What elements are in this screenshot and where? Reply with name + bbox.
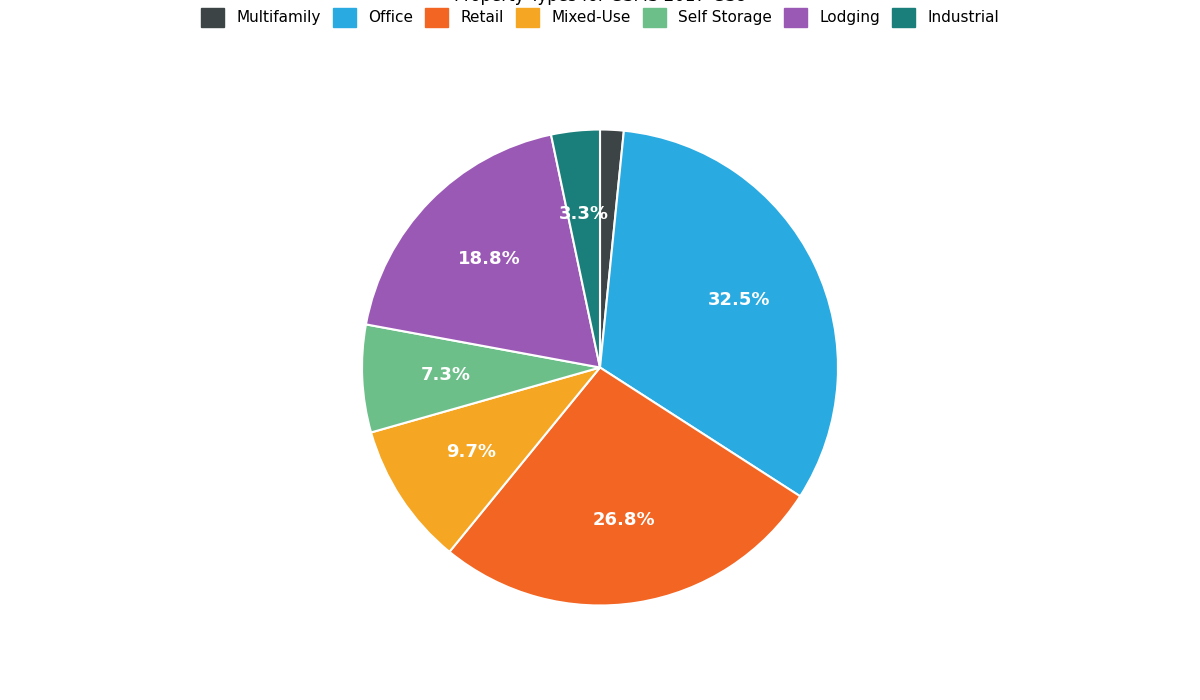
Legend: Multifamily, Office, Retail, Mixed-Use, Self Storage, Lodging, Industrial: Multifamily, Office, Retail, Mixed-Use, … (193, 0, 1007, 34)
Text: 18.8%: 18.8% (458, 251, 521, 269)
Wedge shape (362, 324, 600, 433)
Text: 32.5%: 32.5% (708, 291, 770, 309)
Text: 26.8%: 26.8% (593, 511, 655, 529)
Text: 9.7%: 9.7% (445, 443, 496, 461)
Title: Property Types for GSMS 2017-GS8: Property Types for GSMS 2017-GS8 (454, 0, 746, 5)
Text: 7.3%: 7.3% (420, 366, 470, 384)
Wedge shape (600, 130, 624, 368)
Wedge shape (450, 368, 800, 606)
Wedge shape (366, 134, 600, 368)
Wedge shape (371, 368, 600, 552)
Wedge shape (551, 130, 600, 368)
Wedge shape (600, 131, 838, 496)
Text: 3.3%: 3.3% (559, 204, 608, 223)
